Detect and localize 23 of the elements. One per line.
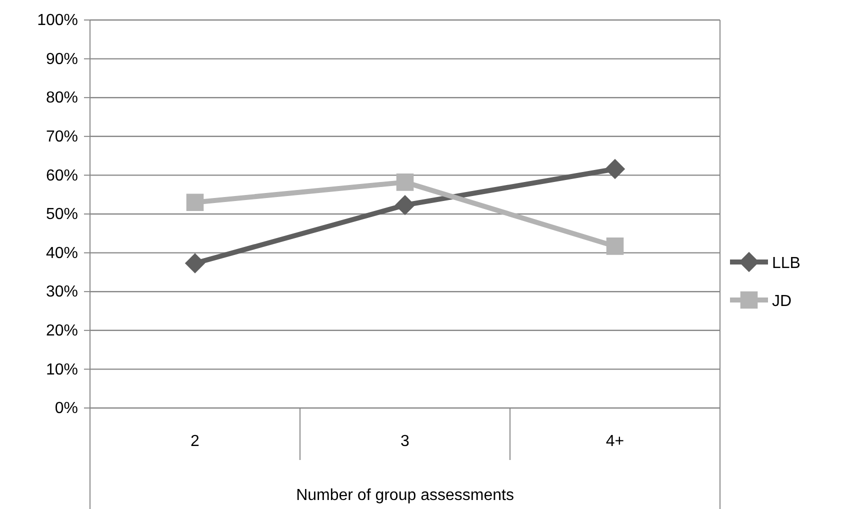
y-tick-label: 30% <box>46 284 78 301</box>
y-tick-label: 10% <box>46 361 78 378</box>
legend-label: JD <box>772 293 792 310</box>
point <box>184 253 206 274</box>
x-tick-label: 3 <box>400 433 410 450</box>
point <box>396 174 414 191</box>
y-tick-label: 100% <box>37 12 78 30</box>
y-tick-label: 40% <box>46 244 78 262</box>
point <box>604 158 626 180</box>
y-tick-label: 70% <box>46 128 78 146</box>
x-tick-label: 4+ <box>606 433 624 450</box>
point <box>394 194 416 216</box>
legend-label: LLB <box>772 255 800 272</box>
y-tick-label: 50% <box>46 206 78 224</box>
x-tick-label: 2 <box>190 433 200 450</box>
y-tick-label: 80% <box>46 90 78 107</box>
x-axis-title: Number of group assessments <box>296 487 514 504</box>
point <box>606 238 624 255</box>
y-tick-label: 60% <box>46 167 78 184</box>
y-tick-label: 0% <box>54 400 78 418</box>
y-tick-label: 90% <box>46 50 78 68</box>
y-tick-label: 20% <box>46 322 78 340</box>
point <box>186 194 204 212</box>
